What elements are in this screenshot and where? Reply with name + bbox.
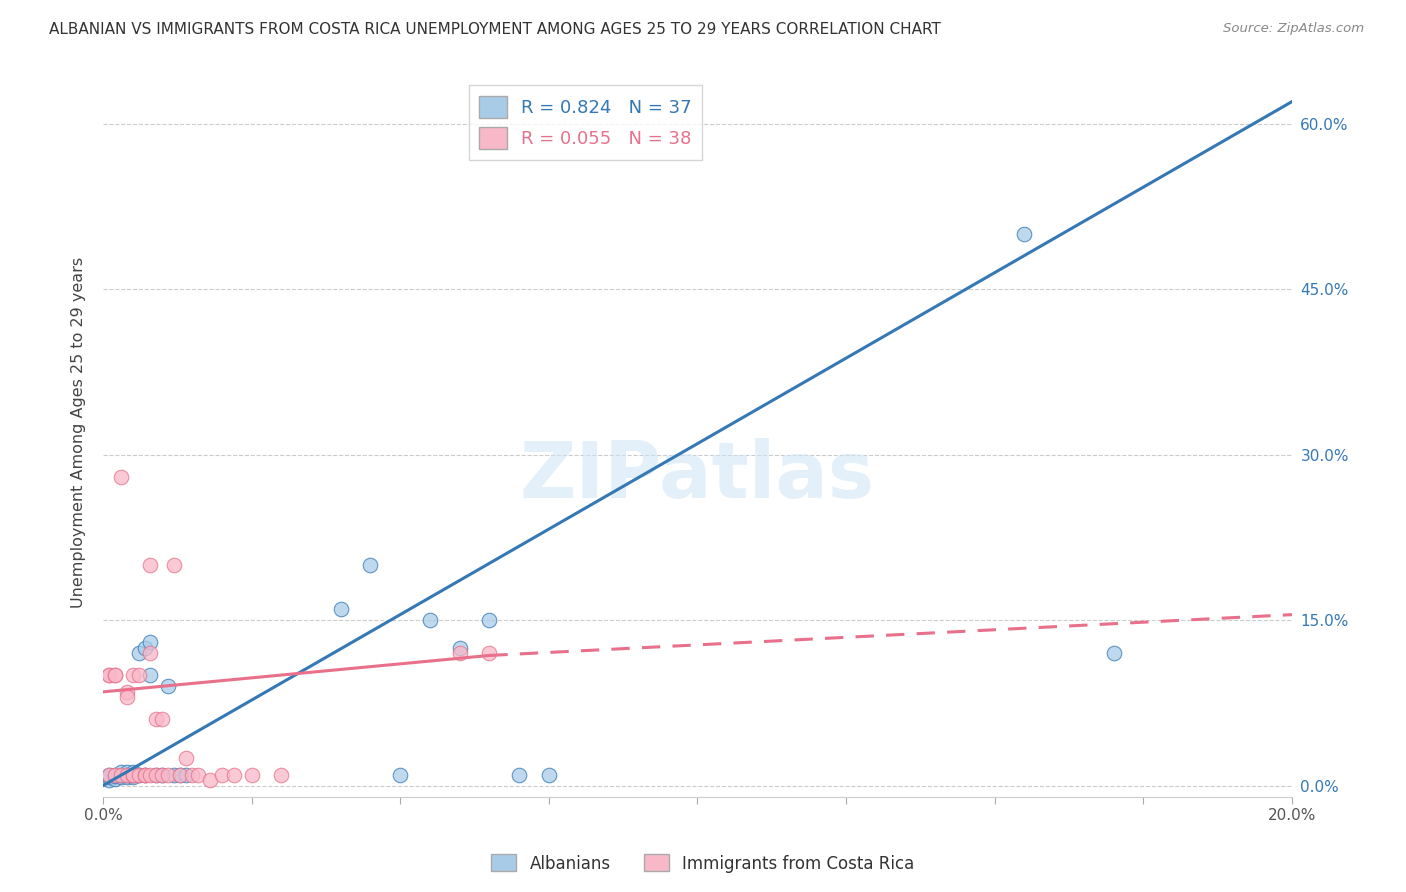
Point [110, 767, 132, 781]
Point [97, 770, 120, 784]
Point [150, 767, 173, 781]
Point [134, 640, 156, 655]
Point [104, 668, 127, 682]
Point [121, 765, 143, 780]
Point [121, 668, 143, 682]
Text: Source: ZipAtlas.com: Source: ZipAtlas.com [1223, 22, 1364, 36]
Point [150, 767, 173, 781]
Point [145, 767, 167, 781]
Point [145, 767, 167, 781]
Point [121, 767, 143, 781]
Legend: R = 0.824   N = 37, R = 0.055   N = 38: R = 0.824 N = 37, R = 0.055 N = 38 [468, 85, 703, 160]
Point [115, 690, 138, 705]
Point [419, 613, 441, 627]
Point [97, 668, 120, 682]
Point [115, 767, 138, 781]
Point [157, 679, 180, 693]
Point [174, 767, 197, 781]
Point [139, 767, 162, 781]
Point [97, 767, 120, 781]
Point [163, 767, 186, 781]
Text: ALBANIAN VS IMMIGRANTS FROM COSTA RICA UNEMPLOYMENT AMONG AGES 25 TO 29 YEARS CO: ALBANIAN VS IMMIGRANTS FROM COSTA RICA U… [49, 22, 941, 37]
Point [115, 685, 138, 699]
Point [128, 668, 150, 682]
Point [134, 767, 156, 781]
Point [139, 646, 162, 660]
Point [181, 767, 204, 781]
Point [449, 640, 471, 655]
Point [104, 772, 127, 786]
Point [150, 713, 173, 727]
Point [97, 767, 120, 781]
Point [128, 767, 150, 781]
Point [121, 767, 143, 781]
Point [270, 767, 292, 781]
Point [222, 767, 245, 781]
Point [1014, 227, 1036, 241]
Point [134, 767, 156, 781]
Point [174, 751, 197, 765]
Point [187, 767, 209, 781]
Point [104, 668, 127, 682]
Point [508, 767, 530, 781]
Point [1102, 646, 1125, 660]
Point [198, 773, 221, 788]
Point [110, 765, 132, 780]
Point [115, 770, 138, 784]
Y-axis label: Unemployment Among Ages 25 to 29 years: Unemployment Among Ages 25 to 29 years [72, 257, 86, 608]
Point [128, 767, 150, 781]
Point [104, 767, 127, 781]
Point [139, 668, 162, 682]
Point [449, 646, 471, 660]
Point [128, 646, 150, 660]
Point [139, 635, 162, 649]
Point [110, 770, 132, 784]
Legend: Albanians, Immigrants from Costa Rica: Albanians, Immigrants from Costa Rica [485, 847, 921, 880]
Point [169, 767, 191, 781]
Point [104, 767, 127, 781]
Point [97, 773, 120, 788]
Point [157, 767, 180, 781]
Point [139, 558, 162, 572]
Point [211, 767, 233, 781]
Point [121, 767, 143, 781]
Point [104, 769, 127, 783]
Point [115, 767, 138, 781]
Point [359, 558, 381, 572]
Point [537, 767, 560, 781]
Point [478, 646, 501, 660]
Point [121, 770, 143, 784]
Point [110, 767, 132, 781]
Point [389, 767, 412, 781]
Point [240, 767, 263, 781]
Point [115, 765, 138, 780]
Point [478, 613, 501, 627]
Point [145, 713, 167, 727]
Point [329, 602, 352, 616]
Point [169, 767, 191, 781]
Point [134, 767, 156, 781]
Point [163, 558, 186, 572]
Text: ZIPatlas: ZIPatlas [520, 438, 875, 515]
Point [97, 668, 120, 682]
Point [110, 469, 132, 483]
